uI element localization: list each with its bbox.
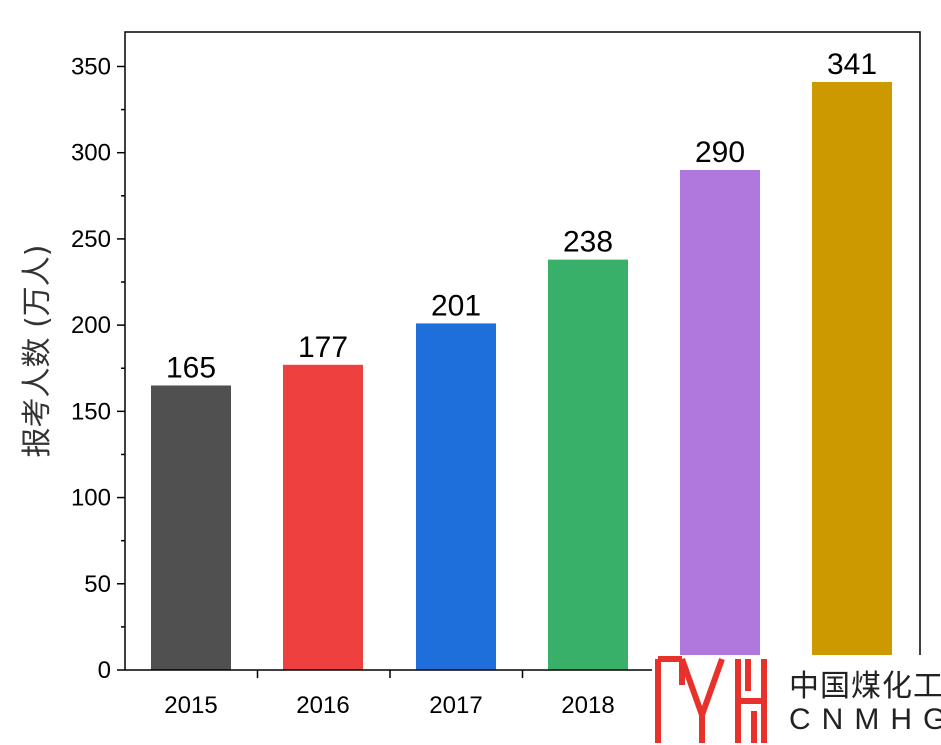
y-tick-label: 300: [71, 140, 111, 167]
y-tick-label: 150: [71, 398, 111, 425]
bar-2020: [812, 82, 892, 671]
x-tick-label-2018: 2018: [561, 692, 614, 719]
x-tick-label-2015: 2015: [164, 692, 217, 719]
logo-stroke: [679, 657, 725, 724]
bar-2018: [548, 259, 628, 670]
y-tick-label: 350: [71, 53, 111, 80]
bar-2015: [151, 385, 231, 670]
data-labels-group: 165 177 201 238 290 341: [166, 48, 877, 384]
x-tick-label-2017: 2017: [429, 692, 482, 719]
y-tick-label: 200: [71, 312, 111, 339]
watermark-name-en: CNMHG: [789, 703, 941, 736]
data-label-2018: 238: [563, 226, 613, 259]
y-tick-label: 250: [71, 226, 111, 253]
y-tick-label: 50: [84, 571, 111, 598]
y-tick-label: 0: [98, 657, 111, 684]
bar-2016: [283, 364, 363, 670]
data-label-2016: 177: [298, 331, 348, 364]
bar-2019: [680, 169, 760, 670]
data-label-2020: 341: [827, 48, 877, 81]
data-label-2017: 201: [431, 289, 481, 322]
y-axis-title: 报考人数 (万人): [20, 245, 55, 458]
bars-group: [151, 82, 892, 671]
y-tick-label: 100: [71, 485, 111, 512]
cnmhg-logo-icon: [655, 656, 767, 743]
x-axis: 2015 2016 2017 2018: [164, 670, 789, 719]
bar-2017: [416, 323, 496, 670]
data-label-2015: 165: [166, 351, 216, 384]
watermark-name-cn: 中国煤化工: [789, 669, 941, 704]
y-axis: 0 50 100 150 200 250 300 350: [71, 53, 125, 684]
plot-frame: [124, 31, 921, 671]
data-label-2019: 290: [695, 136, 745, 169]
cnmhg-watermark: 中国煤化工 CNMHG: [652, 655, 941, 745]
x-tick-label-2016: 2016: [296, 692, 349, 719]
